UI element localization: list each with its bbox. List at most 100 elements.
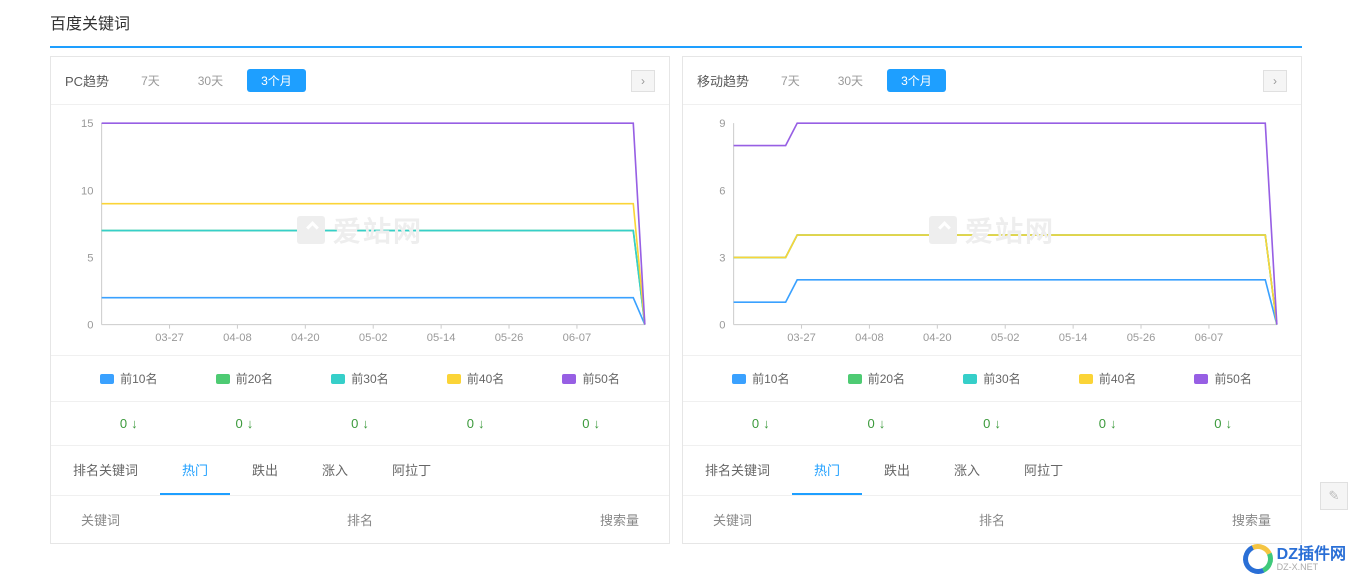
svg-text:05-14: 05-14 — [1059, 332, 1088, 344]
panels-container: PC趋势 7天 30天 3个月 › 爱站网 05101503-2704-0804… — [50, 56, 1302, 544]
delta-value: 0↓ — [1099, 416, 1117, 431]
legend-item[interactable]: 前10名 — [732, 370, 789, 387]
mobile-panel: 移动趋势 7天 30天 3个月 › 爱站网 036903-2704-0804-2… — [682, 56, 1302, 544]
mobile-time-tabs: 7天 30天 3个月 — [767, 69, 946, 92]
legend-label: 前30名 — [351, 370, 388, 387]
time-tab-7d[interactable]: 7天 — [127, 69, 174, 92]
th-volume: 搜索量 — [453, 510, 639, 529]
legend-item[interactable]: 前10名 — [100, 370, 157, 387]
kw-tab[interactable]: 热门 — [160, 446, 230, 495]
svg-text:05-02: 05-02 — [359, 332, 388, 344]
legend-item[interactable]: 前30名 — [963, 370, 1020, 387]
pc-kw-tabs: 排名关键词热门跌出涨入阿拉丁 — [51, 445, 669, 495]
time-tab-7d[interactable]: 7天 — [767, 69, 814, 92]
pc-panel-title: PC趋势 — [65, 71, 109, 90]
kw-tab[interactable]: 跌出 — [230, 446, 300, 495]
kw-tab[interactable]: 阿拉丁 — [370, 446, 453, 495]
svg-text:06-07: 06-07 — [1195, 332, 1224, 344]
legend-label: 前20名 — [236, 370, 273, 387]
arrow-down-icon: ↓ — [879, 416, 886, 431]
kw-tab[interactable]: 涨入 — [300, 446, 370, 495]
th-rank: 排名 — [899, 510, 1085, 529]
svg-text:05-14: 05-14 — [427, 332, 456, 344]
legend-swatch-icon — [216, 374, 230, 384]
svg-text:05-02: 05-02 — [991, 332, 1020, 344]
chevron-right-icon[interactable]: › — [1263, 70, 1287, 92]
time-tab-30d[interactable]: 30天 — [184, 69, 237, 92]
section-title: 百度关键词 — [50, 0, 1302, 48]
svg-text:10: 10 — [81, 185, 93, 197]
delta-value: 0↓ — [582, 416, 600, 431]
svg-text:5: 5 — [87, 253, 93, 265]
brand-ring-icon — [1238, 540, 1276, 578]
th-keyword: 关键词 — [713, 510, 899, 529]
legend-label: 前40名 — [467, 370, 504, 387]
svg-text:06-07: 06-07 — [563, 332, 592, 344]
delta-value: 0↓ — [236, 416, 254, 431]
arrow-down-icon: ↓ — [362, 416, 369, 431]
svg-text:03-27: 03-27 — [155, 332, 184, 344]
legend-swatch-icon — [100, 374, 114, 384]
legend-label: 前10名 — [752, 370, 789, 387]
delta-value: 0↓ — [467, 416, 485, 431]
kw-tab[interactable]: 阿拉丁 — [1002, 446, 1085, 495]
kw-tab[interactable]: 排名关键词 — [51, 446, 160, 495]
legend-label: 前20名 — [868, 370, 905, 387]
mobile-panel-title: 移动趋势 — [697, 71, 749, 90]
svg-text:04-08: 04-08 — [855, 332, 884, 344]
kw-tab[interactable]: 涨入 — [932, 446, 1002, 495]
time-tab-3m[interactable]: 3个月 — [887, 69, 946, 92]
legend-label: 前50名 — [1214, 370, 1251, 387]
kw-tab[interactable]: 排名关键词 — [683, 446, 792, 495]
arrow-down-icon: ↓ — [763, 416, 770, 431]
legend-swatch-icon — [1194, 374, 1208, 384]
legend-item[interactable]: 前50名 — [1194, 370, 1251, 387]
delta-value: 0↓ — [752, 416, 770, 431]
kw-tab[interactable]: 热门 — [792, 446, 862, 495]
brand-title: DZ插件网 — [1277, 547, 1346, 563]
edit-icon[interactable]: ✎ — [1320, 482, 1348, 510]
chevron-right-icon[interactable]: › — [631, 70, 655, 92]
brand-sub: DZ-X.NET — [1277, 563, 1346, 572]
legend-swatch-icon — [732, 374, 746, 384]
pc-chart: 爱站网 05101503-2704-0804-2005-0205-1405-26… — [51, 105, 669, 355]
mobile-legend: 前10名 前20名 前30名 前40名 前50名 — [683, 355, 1301, 402]
svg-text:6: 6 — [719, 185, 725, 197]
svg-text:04-20: 04-20 — [923, 332, 952, 344]
arrow-down-icon: ↓ — [594, 416, 601, 431]
kw-tab[interactable]: 跌出 — [862, 446, 932, 495]
corner-brand-logo: DZ插件网 DZ-X.NET — [1243, 544, 1346, 574]
arrow-down-icon: ↓ — [994, 416, 1001, 431]
legend-item[interactable]: 前50名 — [562, 370, 619, 387]
pc-panel: PC趋势 7天 30天 3个月 › 爱站网 05101503-2704-0804… — [50, 56, 670, 544]
svg-text:04-08: 04-08 — [223, 332, 252, 344]
legend-item[interactable]: 前40名 — [447, 370, 504, 387]
legend-swatch-icon — [963, 374, 977, 384]
legend-swatch-icon — [447, 374, 461, 384]
mobile-kw-tabs: 排名关键词热门跌出涨入阿拉丁 — [683, 445, 1301, 495]
legend-item[interactable]: 前20名 — [216, 370, 273, 387]
pc-time-tabs: 7天 30天 3个月 — [127, 69, 306, 92]
legend-item[interactable]: 前20名 — [848, 370, 905, 387]
pc-deltas: 0↓0↓0↓0↓0↓ — [51, 402, 669, 445]
delta-value: 0↓ — [868, 416, 886, 431]
arrow-down-icon: ↓ — [478, 416, 485, 431]
mobile-panel-header: 移动趋势 7天 30天 3个月 › — [683, 57, 1301, 105]
legend-label: 前50名 — [582, 370, 619, 387]
legend-item[interactable]: 前30名 — [331, 370, 388, 387]
legend-swatch-icon — [848, 374, 862, 384]
legend-item[interactable]: 前40名 — [1079, 370, 1136, 387]
legend-swatch-icon — [331, 374, 345, 384]
svg-text:05-26: 05-26 — [495, 332, 524, 344]
delta-value: 0↓ — [120, 416, 138, 431]
time-tab-30d[interactable]: 30天 — [824, 69, 877, 92]
pc-panel-header: PC趋势 7天 30天 3个月 › — [51, 57, 669, 105]
arrow-down-icon: ↓ — [1110, 416, 1117, 431]
legend-swatch-icon — [562, 374, 576, 384]
time-tab-3m[interactable]: 3个月 — [247, 69, 306, 92]
pc-legend: 前10名 前20名 前30名 前40名 前50名 — [51, 355, 669, 402]
th-rank: 排名 — [267, 510, 453, 529]
arrow-down-icon: ↓ — [1226, 416, 1233, 431]
arrow-down-icon: ↓ — [131, 416, 138, 431]
legend-swatch-icon — [1079, 374, 1093, 384]
